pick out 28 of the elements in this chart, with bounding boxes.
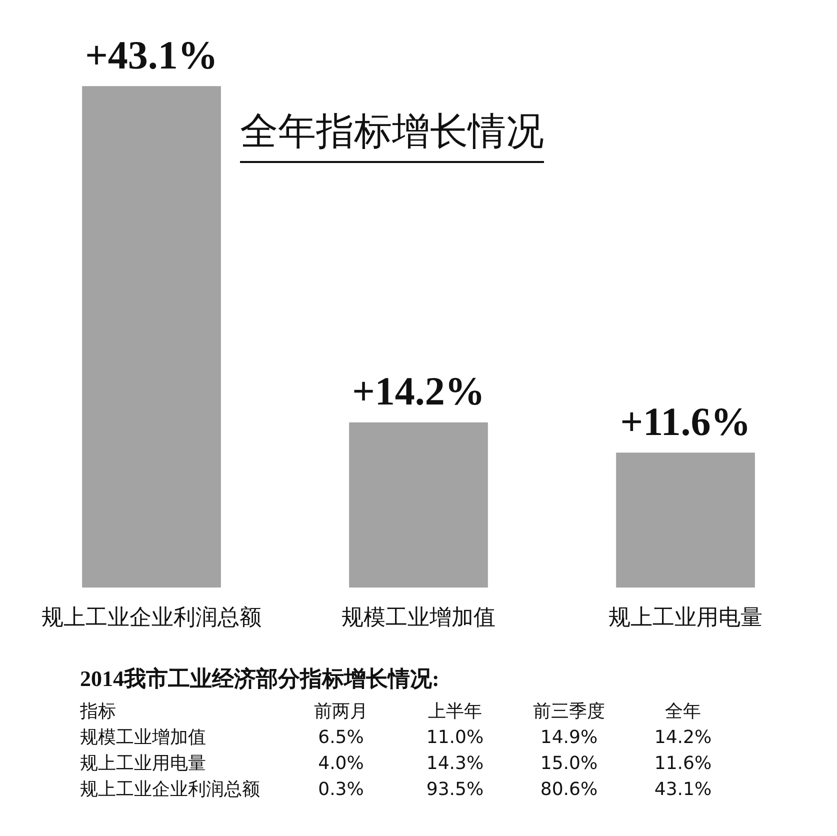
text: 全年指标增长情况 — [240, 106, 544, 163]
category-label: 前两月 — [313, 700, 369, 724]
text: 指标 — [80, 700, 117, 724]
category-label: 上半年 — [427, 700, 483, 724]
x-tick-label: 规上工业用电量 — [608, 606, 762, 631]
data-label: 14.3% — [425, 752, 485, 776]
text: 规模工业增加值 — [80, 726, 207, 750]
data-label: 14.9% — [539, 726, 599, 750]
x-tick-label: 规模工业增加值 — [342, 606, 496, 631]
x-tick-label: 规上工业企业利润总额 — [42, 606, 262, 631]
data-label: 0.3% — [317, 778, 365, 802]
data-label: +43.1% — [85, 32, 218, 78]
text: 2014我市工业经济部分指标增长情况: — [80, 665, 440, 693]
text: 规上工业用电量 — [80, 752, 207, 776]
data-label: 43.1% — [653, 778, 713, 802]
data-label: 80.6% — [539, 778, 599, 802]
data-label: 6.5% — [317, 726, 365, 750]
data-label: 14.2% — [653, 726, 713, 750]
data-label: +11.6% — [620, 398, 751, 444]
data-label: +14.2% — [352, 368, 485, 414]
category-label: 前三季度 — [532, 700, 606, 724]
category-label: 全年 — [664, 700, 702, 724]
data-label: 93.5% — [425, 778, 485, 802]
data-label: 11.0% — [425, 726, 485, 750]
data-label: 4.0% — [317, 752, 365, 776]
data-label: 11.6% — [653, 752, 713, 776]
text: 规上工业企业利润总额 — [80, 778, 261, 802]
data-label: 15.0% — [539, 752, 599, 776]
